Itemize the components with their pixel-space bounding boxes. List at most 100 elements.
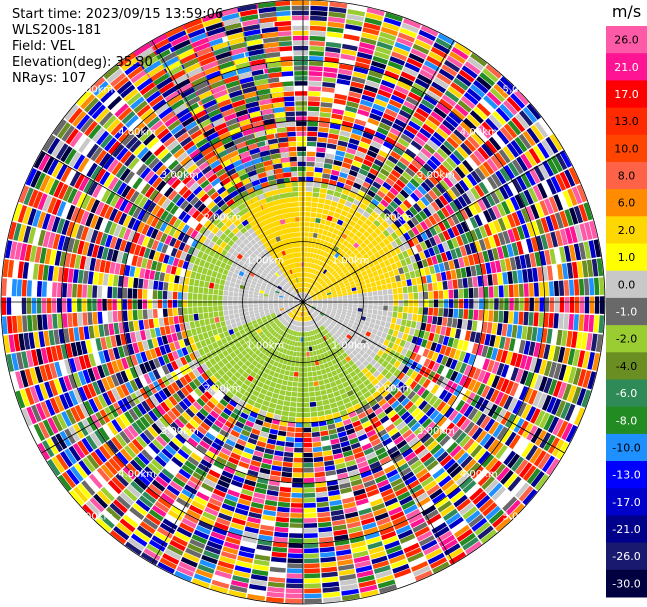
velocity-gate [328,274,333,279]
velocity-gate [329,324,334,329]
velocity-gate [484,418,496,432]
velocity-gate [283,338,288,344]
velocity-gate [121,357,129,370]
velocity-gate [74,463,88,479]
velocity-gate [126,462,140,476]
velocity-gate [417,429,428,440]
velocity-gate [386,234,395,243]
velocity-gate [564,209,574,226]
velocity-gate [287,563,303,569]
velocity-gate [316,259,321,265]
velocity-gate [268,303,273,306]
velocity-gate [501,200,511,215]
velocity-gate [372,55,388,65]
velocity-gate [153,357,161,369]
velocity-gate [38,331,46,348]
velocity-gate [545,136,559,154]
velocity-gate [272,0,291,7]
velocity-gate [359,399,368,407]
velocity-gate [488,221,497,235]
velocity-gate [534,251,542,267]
velocity-gate [556,420,569,438]
velocity-gate [355,231,363,238]
velocity-gate [493,83,509,99]
velocity-gate [378,150,390,159]
velocity-gate [385,545,402,555]
velocity-gate [410,87,425,98]
velocity-gate [196,444,208,454]
velocity-gate [111,419,123,433]
velocity-gate [312,303,318,306]
velocity-gate [567,366,577,384]
velocity-gate [58,377,68,393]
velocity-gate [169,324,176,334]
velocity-gate [435,471,449,484]
velocity-gate [583,278,590,296]
velocity-gate [260,404,269,412]
velocity-gate [352,256,359,262]
velocity-gate [245,521,260,529]
velocity-gate [277,315,283,320]
velocity-gate [399,443,411,454]
velocity-gate [277,506,290,513]
velocity-gate [269,320,275,325]
velocity-gate [414,411,425,422]
velocity-gate [337,305,343,309]
velocity-gate [472,253,480,265]
velocity-gate [332,164,342,172]
velocity-gate [93,396,103,411]
velocity-gate [405,377,414,387]
velocity-gate [448,409,459,422]
velocity-gate [401,356,409,365]
velocity-gate [336,549,352,556]
velocity-gate [15,390,26,409]
velocity-gate [462,340,469,352]
velocity-gate [326,372,333,378]
velocity-gate [530,204,540,220]
velocity-gate [342,188,350,196]
velocity-gate [368,70,383,79]
velocity-gate [382,229,390,238]
velocity-gate [492,513,508,528]
velocity-gate [276,378,283,385]
velocity-gate [407,418,418,429]
velocity-gate [292,482,303,488]
velocity-gate [313,312,318,317]
velocity-gate [243,336,250,343]
velocity-gate [380,117,394,127]
velocity-gate [519,462,533,478]
velocity-gate [371,378,380,386]
velocity-gate [320,281,326,286]
velocity-gate [418,472,432,483]
velocity-gate [349,370,357,378]
velocity-gate [330,348,336,355]
velocity-gate [322,358,328,364]
velocity-gate [303,377,308,382]
velocity-gate [366,250,374,257]
velocity-gate [405,547,422,558]
velocity-gate [320,353,326,359]
velocity-gate [312,312,317,317]
velocity-gate [438,475,452,488]
velocity-gate [289,350,294,356]
velocity-gate [329,128,340,135]
velocity-gate [381,352,389,360]
velocity-gate [308,273,311,278]
velocity-gate [377,172,387,181]
velocity-gate [238,345,245,353]
velocity-gate [433,234,442,245]
velocity-gate [266,591,285,598]
velocity-gate [205,360,213,369]
velocity-gate [192,415,203,425]
velocity-gate [562,383,572,401]
velocity-gate [397,32,415,43]
velocity-gate [240,412,249,420]
velocity-gate [52,282,58,297]
velocity-gate [587,352,595,370]
velocity-gate [329,1,348,9]
velocity-gate [293,336,297,341]
velocity-gate [350,540,366,549]
velocity-gate [206,502,221,512]
velocity-gate [379,584,397,594]
velocity-gate [205,324,212,332]
